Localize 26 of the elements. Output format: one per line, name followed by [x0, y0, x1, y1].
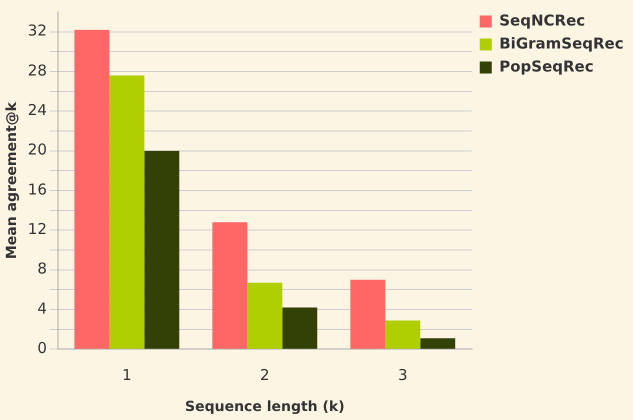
bar	[212, 222, 248, 349]
y-tick-label: 20	[28, 140, 47, 159]
x-tick-label: 3	[398, 366, 408, 384]
y-tick-label: 8	[37, 260, 47, 278]
y-tick-label: 32	[28, 22, 47, 40]
y-tick-label: 24	[28, 101, 47, 120]
bar	[350, 280, 386, 349]
bar	[385, 320, 420, 349]
y-tick-label: 4	[37, 299, 47, 318]
x-axis-title: Sequence length (k)	[185, 399, 345, 416]
bar	[282, 308, 318, 349]
bar	[420, 338, 456, 349]
legend-label: SeqNCRec	[499, 11, 586, 30]
bar	[144, 150, 180, 349]
x-tick-label: 1	[122, 366, 132, 384]
bar	[109, 75, 144, 349]
y-tick-label: 0	[37, 339, 47, 358]
legend-label: BiGramSeqRec	[499, 34, 624, 52]
legend-label: PopSeqRec	[499, 57, 594, 76]
y-tick-label: 28	[28, 61, 47, 80]
bar	[247, 282, 282, 349]
y-tick-label: 16	[28, 180, 47, 198]
x-tick-label: 2	[260, 366, 270, 384]
y-tick-label: 12	[28, 220, 47, 238]
y-axis-title: Mean agreement@k	[4, 101, 20, 260]
bar	[74, 30, 110, 349]
